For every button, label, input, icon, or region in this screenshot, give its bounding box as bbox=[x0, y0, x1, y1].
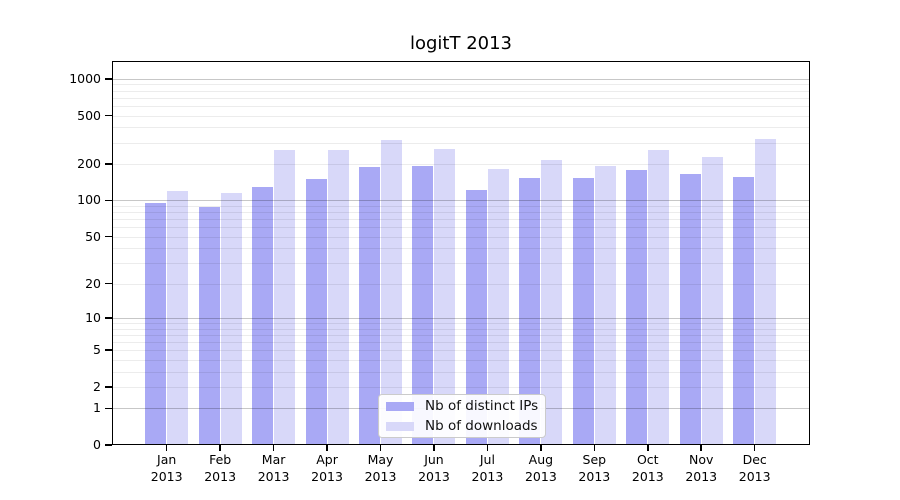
x-tick-label-sep: Sep 2013 bbox=[578, 452, 611, 484]
legend-item-downloads: Nb of downloads bbox=[386, 418, 545, 435]
y-tick-label-50: 50 bbox=[85, 228, 101, 244]
y-tick-label-1000: 1000 bbox=[69, 70, 101, 86]
y-tick-label-2: 2 bbox=[93, 378, 101, 394]
legend: Nb of distinct IPs Nb of downloads bbox=[378, 394, 546, 438]
legend-swatch-downloads bbox=[386, 421, 414, 431]
y-tick-label-10: 10 bbox=[85, 309, 101, 325]
legend-swatch-distinct-ips bbox=[386, 401, 414, 411]
y-tick-mark-20 bbox=[105, 282, 112, 285]
y-tick-mark-1000 bbox=[105, 78, 112, 80]
x-tick-label-oct: Oct 2013 bbox=[631, 452, 664, 484]
x-tick-label-dec: Dec 2013 bbox=[738, 452, 771, 484]
y-tick-label-5: 5 bbox=[93, 342, 101, 358]
y-tick-label-1: 1 bbox=[93, 400, 101, 416]
x-tick-label-apr: Apr 2013 bbox=[311, 452, 343, 484]
y-tick-label-0: 0 bbox=[93, 437, 101, 452]
x-tick-mark-jun bbox=[433, 445, 435, 451]
x-tick-label-jun: Jun 2013 bbox=[418, 452, 450, 484]
x-tick-label-nov: Nov 2013 bbox=[685, 452, 718, 484]
y-tick-mark-5 bbox=[105, 349, 112, 351]
x-tick-mark-jan bbox=[165, 445, 168, 451]
legend-item-distinct-ips: Nb of distinct IPs bbox=[386, 398, 545, 415]
x-tick-mark-dec bbox=[753, 445, 756, 451]
x-tick-label-jul: Jul 2013 bbox=[471, 452, 504, 484]
y-tick-label-500: 500 bbox=[77, 107, 101, 123]
legend-label-downloads: Nb of downloads bbox=[425, 418, 538, 434]
x-tick-mark-apr bbox=[326, 445, 328, 451]
y-tick-mark-200 bbox=[105, 163, 112, 165]
x-tick-label-mar: Mar 2013 bbox=[257, 452, 290, 484]
y-tick-mark-500 bbox=[105, 114, 112, 117]
x-tick-mark-feb bbox=[219, 445, 221, 451]
x-tick-label-feb: Feb 2013 bbox=[204, 452, 237, 484]
legend-label-distinct-ips: Nb of distinct IPs bbox=[425, 398, 539, 414]
y-tick-mark-1 bbox=[105, 407, 112, 409]
plot-frame bbox=[112, 61, 810, 445]
chart-title: logitT 2013 bbox=[409, 33, 513, 54]
y-tick-mark-100 bbox=[105, 199, 112, 202]
x-tick-label-jan: Jan 2013 bbox=[150, 452, 183, 484]
x-tick-mark-sep bbox=[593, 445, 596, 451]
x-tick-mark-aug bbox=[540, 445, 542, 451]
y-tick-mark-50 bbox=[105, 235, 112, 238]
y-tick-mark-10 bbox=[105, 317, 112, 319]
y-tick-mark-0 bbox=[105, 444, 112, 446]
y-tick-label-100: 100 bbox=[77, 192, 101, 208]
x-tick-mark-oct bbox=[647, 445, 649, 451]
x-tick-label-may: May 2013 bbox=[364, 452, 397, 484]
x-tick-mark-mar bbox=[272, 445, 275, 451]
y-tick-mark-2 bbox=[105, 386, 112, 388]
x-tick-mark-jul bbox=[486, 445, 489, 451]
x-tick-mark-may bbox=[379, 445, 382, 451]
y-tick-label-200: 200 bbox=[77, 155, 101, 171]
x-tick-label-aug: Aug 2013 bbox=[524, 452, 557, 484]
x-tick-mark-nov bbox=[700, 445, 702, 451]
y-tick-label-20: 20 bbox=[85, 275, 101, 291]
